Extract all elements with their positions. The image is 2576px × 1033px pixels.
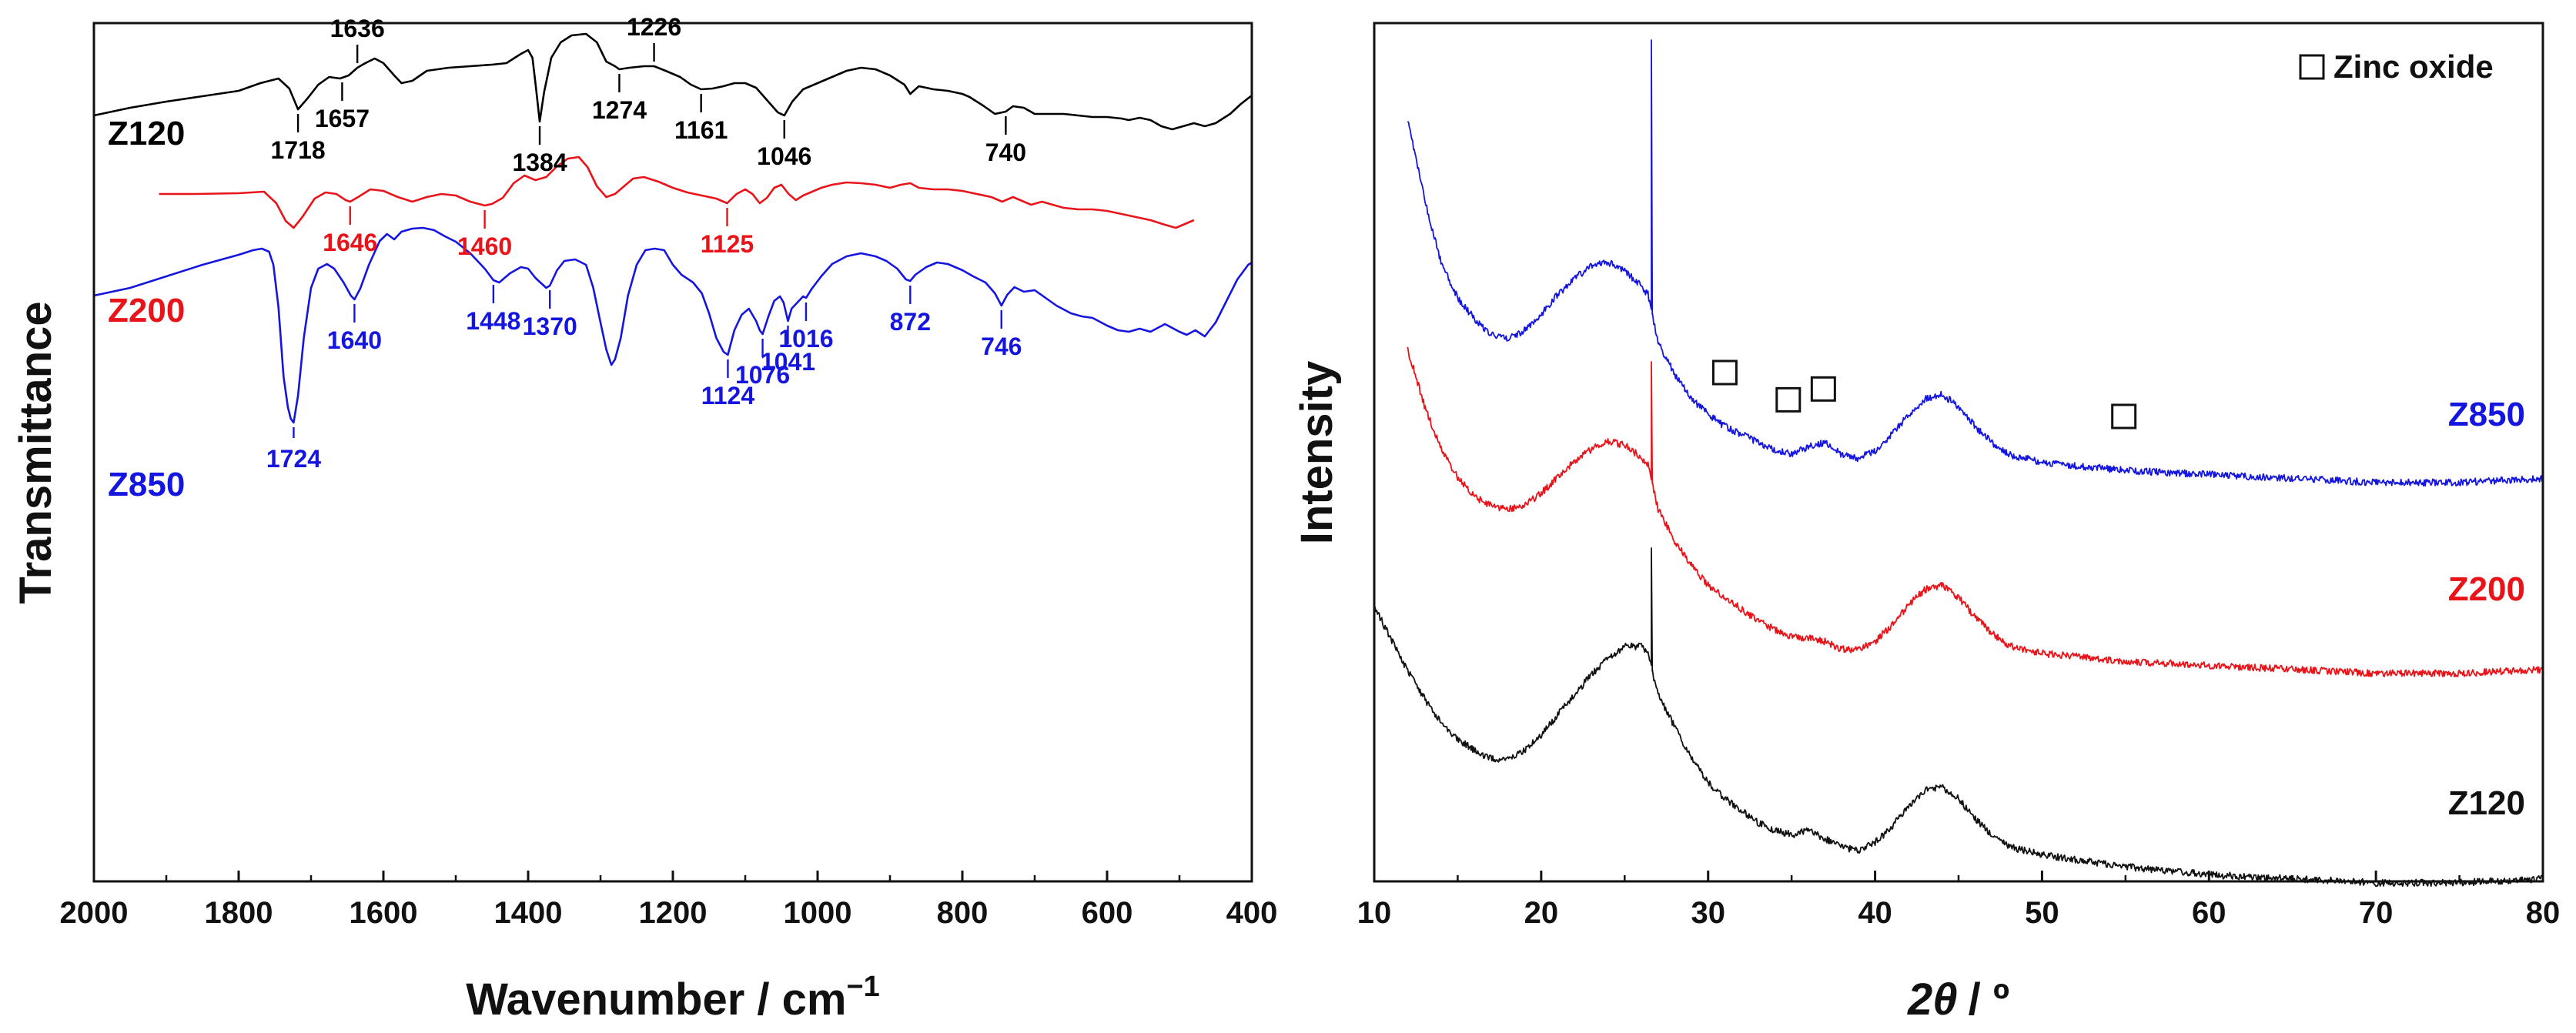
- xrd-x-tick-label-60: 60: [2192, 896, 2226, 930]
- xrd-x-tick-label-30: 30: [1691, 896, 1725, 930]
- ftir-peak-label-z850-1724: 1724: [266, 445, 321, 473]
- ftir-peak-label-z850-1041: 1041: [761, 348, 815, 376]
- ftir-peak-label-z120-1657: 1657: [315, 105, 370, 132]
- xrd-x-tick-label-70: 70: [2359, 896, 2394, 930]
- zinc-oxide-legend-label: Zinc oxide: [2333, 48, 2494, 85]
- ftir-peak-label-z850-1016: 1016: [778, 325, 833, 353]
- zinc-oxide-marker-36-9: [1810, 376, 1836, 402]
- ftir-peak-label-z850-1640: 1640: [327, 326, 382, 354]
- zinc-oxide-marker-31: [1711, 359, 1738, 386]
- ftir-peak-label-z120-1384: 1384: [512, 149, 567, 176]
- xrd-series-z850-line: [1407, 39, 2544, 487]
- ftir-peak-label-z120-1226: 1226: [627, 13, 681, 41]
- ftir-peak-label-z850-1448: 1448: [466, 307, 520, 335]
- ftir-x-tick-label-1600: 1600: [350, 896, 418, 930]
- ftir-x-tick-label-1400: 1400: [494, 896, 563, 930]
- ftir-series-label-z200: Z200: [108, 292, 185, 329]
- ftir-x-axis-superscript: −1: [846, 971, 879, 1003]
- ftir-peak-label-z120-740: 740: [985, 139, 1026, 166]
- ftir-x-tick-label-800: 800: [937, 896, 989, 930]
- ftir-peak-label-z850-1076: 1076: [735, 361, 790, 389]
- ftir-x-tick-label-2000: 2000: [60, 896, 129, 930]
- xrd-x-axis-symbol: 2θ: [1907, 974, 1958, 1025]
- ftir-series-z120-line: [93, 32, 1253, 131]
- ftir-y-axis-title: Transmittance: [11, 301, 61, 603]
- ftir-peak-label-z850-872: 872: [890, 308, 931, 336]
- ftir-peak-label-z120-1636: 1636: [330, 15, 385, 42]
- xrd-x-tick-label-80: 80: [2526, 896, 2561, 930]
- xrd-x-tick-label-40: 40: [1858, 896, 1892, 930]
- ftir-x-tick-label-600: 600: [1082, 896, 1133, 930]
- xrd-x-axis-unit: / º: [1969, 974, 2009, 1025]
- xrd-series-label-z200: Z200: [2448, 570, 2525, 608]
- ftir-peak-label-z120-1161: 1161: [674, 116, 728, 144]
- ftir-series-z200-line: [159, 155, 1195, 229]
- ftir-series-label-z120: Z120: [108, 115, 185, 152]
- ftir-peak-label-z120-1274: 1274: [592, 96, 647, 124]
- xrd-chart: Z850 Z200 Z120 10 20 30 40 50 60 70 80 Zinc oxide…: [1292, 22, 2561, 1025]
- ftir-peak-label-z120-1046: 1046: [757, 142, 811, 170]
- xrd-x-tick-label-50: 50: [2025, 896, 2059, 930]
- ftir-peak-label-z200-1460: 1460: [457, 232, 512, 260]
- ftir-x-tick-label-1800: 1800: [205, 896, 273, 930]
- xrd-y-axis-title: Intensity: [1292, 361, 1342, 545]
- ftir-x-tick-label-1200: 1200: [639, 896, 708, 930]
- xrd-x-tick-label-10: 10: [1357, 896, 1392, 930]
- ftir-x-axis-title: Wavenumber / cm−1: [466, 971, 880, 1025]
- ftir-peak-label-z120-1718: 1718: [270, 136, 325, 164]
- ftir-peak-label-z200-1125: 1125: [701, 230, 754, 258]
- xrd-x-tick-label-20: 20: [1524, 896, 1559, 930]
- ftir-peak-label-z850-746: 746: [981, 333, 1022, 360]
- xrd-series-label-z850: Z850: [2448, 396, 2525, 433]
- zinc-oxide-marker-34-8: [1775, 386, 1802, 413]
- ftir-chart: 1636 1657 1718 1384 1226 1274 1161 1046 740 1646 1…: [11, 13, 1277, 1025]
- ftir-peak-label-z200-1646: 1646: [323, 229, 377, 256]
- ftir-series-label-z850: Z850: [108, 466, 185, 503]
- xrd-series-z200-line: [1407, 346, 2544, 678]
- ftir-x-tick-label-1000: 1000: [784, 896, 852, 930]
- xrd-series-label-z120: Z120: [2448, 784, 2525, 822]
- ftir-peak-label-z850-1370: 1370: [523, 313, 577, 340]
- xrd-legend: Zinc oxide: [2299, 48, 2494, 85]
- ftir-peak-label-z850-1124: 1124: [701, 382, 755, 410]
- xrd-x-axis-title: 2θ / º: [1907, 974, 2009, 1025]
- ftir-x-tick-label-400: 400: [1226, 896, 1278, 930]
- zinc-oxide-marker-54-9: [2111, 403, 2137, 430]
- ftir-series-z850-line: [93, 226, 1253, 424]
- zinc-oxide-legend-marker: [2299, 54, 2325, 80]
